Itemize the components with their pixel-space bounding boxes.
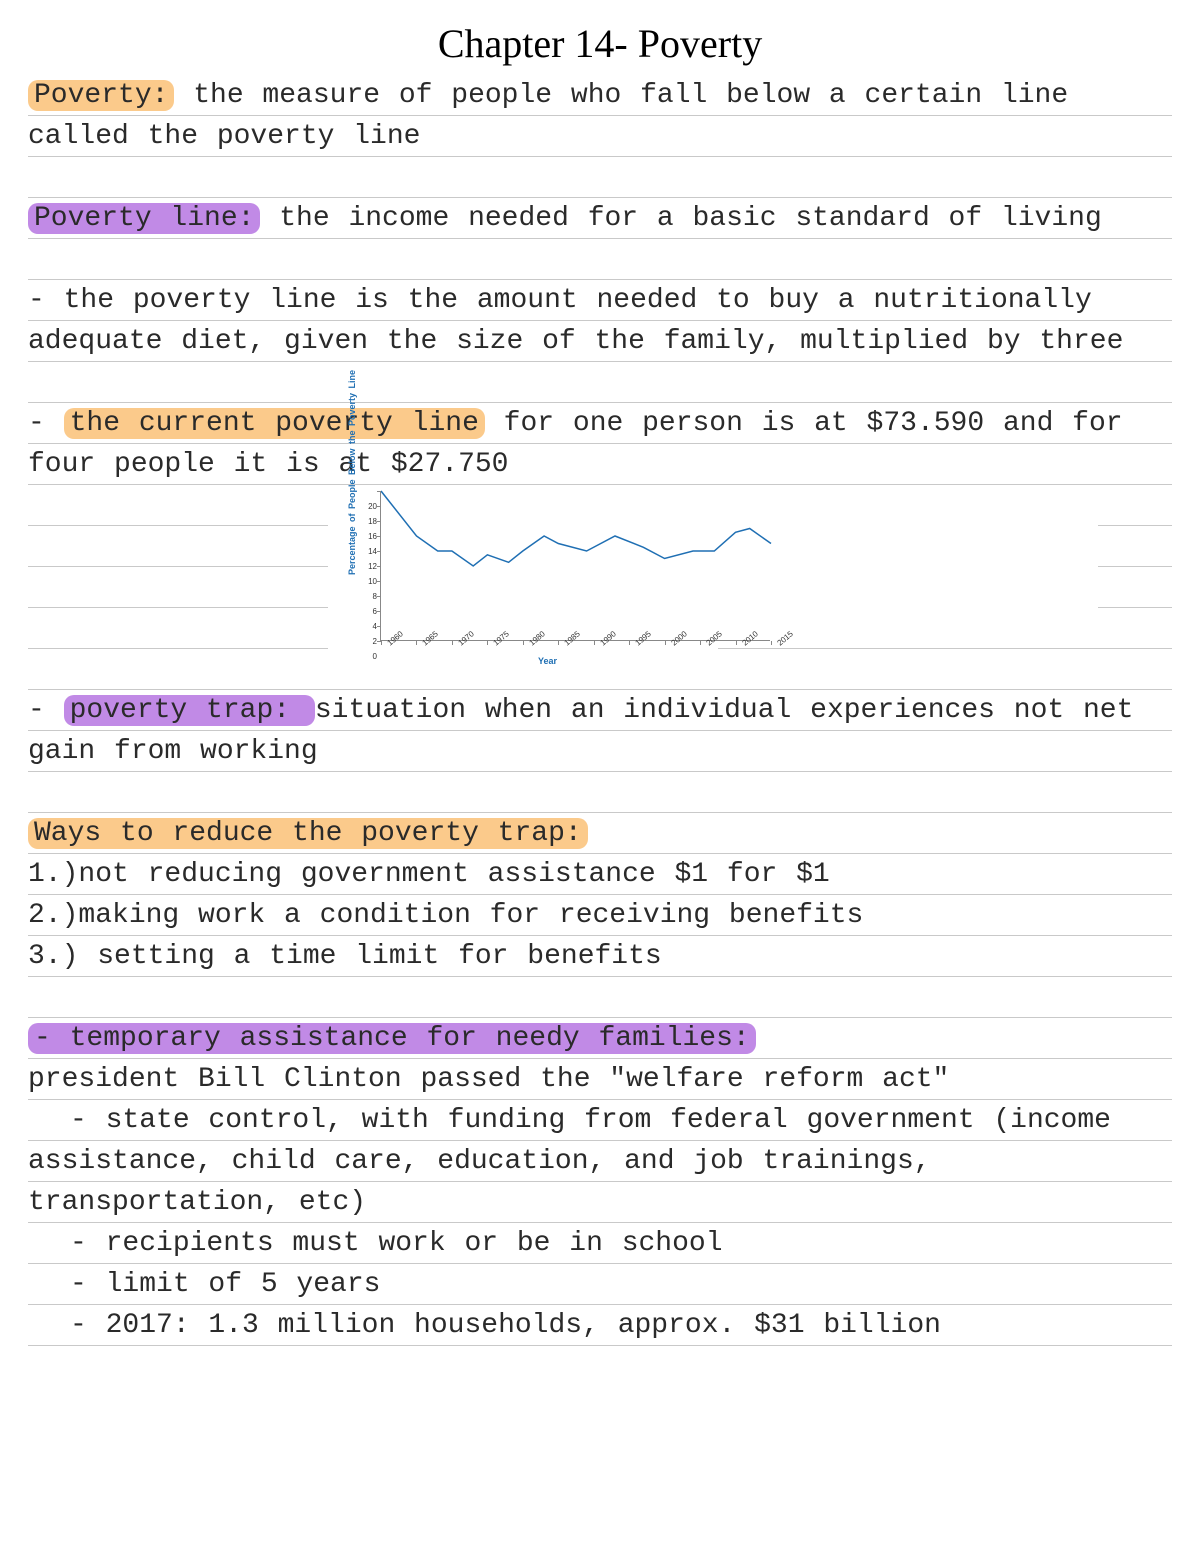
ways-list: Ways to reduce the poverty trap: 1.)not … <box>28 813 1172 977</box>
text-tanf-b3: - limit of 5 years <box>28 1269 380 1300</box>
def-poverty-line: Poverty line: the income needed for a ba… <box>28 198 1172 239</box>
text-way3: 3.) setting a time limit for benefits <box>28 941 662 972</box>
text-way2: 2.)making work a condition for receiving… <box>28 900 863 931</box>
page-title: Chapter 14- Poverty <box>28 20 1172 67</box>
highlight-current-povline: the current poverty line <box>64 408 485 439</box>
tanf-block: - temporary assistance for needy familie… <box>28 1018 1172 1346</box>
text-tanf-def: president Bill Clinton passed the "welfa… <box>28 1064 949 1095</box>
note-body: Poverty: the measure of people who fall … <box>28 75 1172 1346</box>
chart-container: Percentage of People Below the Poverty L… <box>28 485 1172 690</box>
def-poverty: Poverty: the measure of people who fall … <box>28 75 1172 157</box>
expl-poverty-line: - the poverty line is the amount needed … <box>28 280 1172 362</box>
text-trap-pre: - <box>28 695 64 726</box>
chart-svg <box>381 491 771 641</box>
text-povline-expl: - the poverty line is the amount needed … <box>28 285 1123 357</box>
highlight-poverty: Poverty: <box>28 80 174 111</box>
text-tanf-b1: - state control, with funding from feder… <box>28 1105 1111 1218</box>
text-tanf-b2: - recipients must work or be in school <box>28 1228 723 1259</box>
highlight-ways: Ways to reduce the poverty trap: <box>28 818 588 849</box>
chart-ytick: 20 <box>359 486 377 527</box>
highlight-poverty-trap: poverty trap: <box>64 695 315 726</box>
text-poverty-def: the measure of people who fall below a c… <box>28 80 1068 152</box>
highlight-tanf: - temporary assistance for needy familie… <box>28 1023 756 1054</box>
poverty-rate-chart: Percentage of People Below the Poverty L… <box>338 485 788 680</box>
chart-plot-area: 0246810121416182019601965197019751980198… <box>380 491 770 641</box>
def-poverty-trap: - poverty trap: situation when an indivi… <box>28 690 1172 772</box>
text-tanf-b4: - 2017: 1.3 million households, approx. … <box>28 1310 941 1341</box>
page: Chapter 14- Poverty Poverty: the measure… <box>0 0 1200 1346</box>
text-current-pre: - <box>28 408 64 439</box>
highlight-poverty-line: Poverty line: <box>28 203 260 234</box>
text-povline-def: the income needed for a basic standard o… <box>260 203 1101 234</box>
text-way1: 1.)not reducing government assistance $1… <box>28 859 830 890</box>
current-poverty-line: - the current poverty line for one perso… <box>28 403 1172 485</box>
chart-line-series <box>381 491 771 566</box>
